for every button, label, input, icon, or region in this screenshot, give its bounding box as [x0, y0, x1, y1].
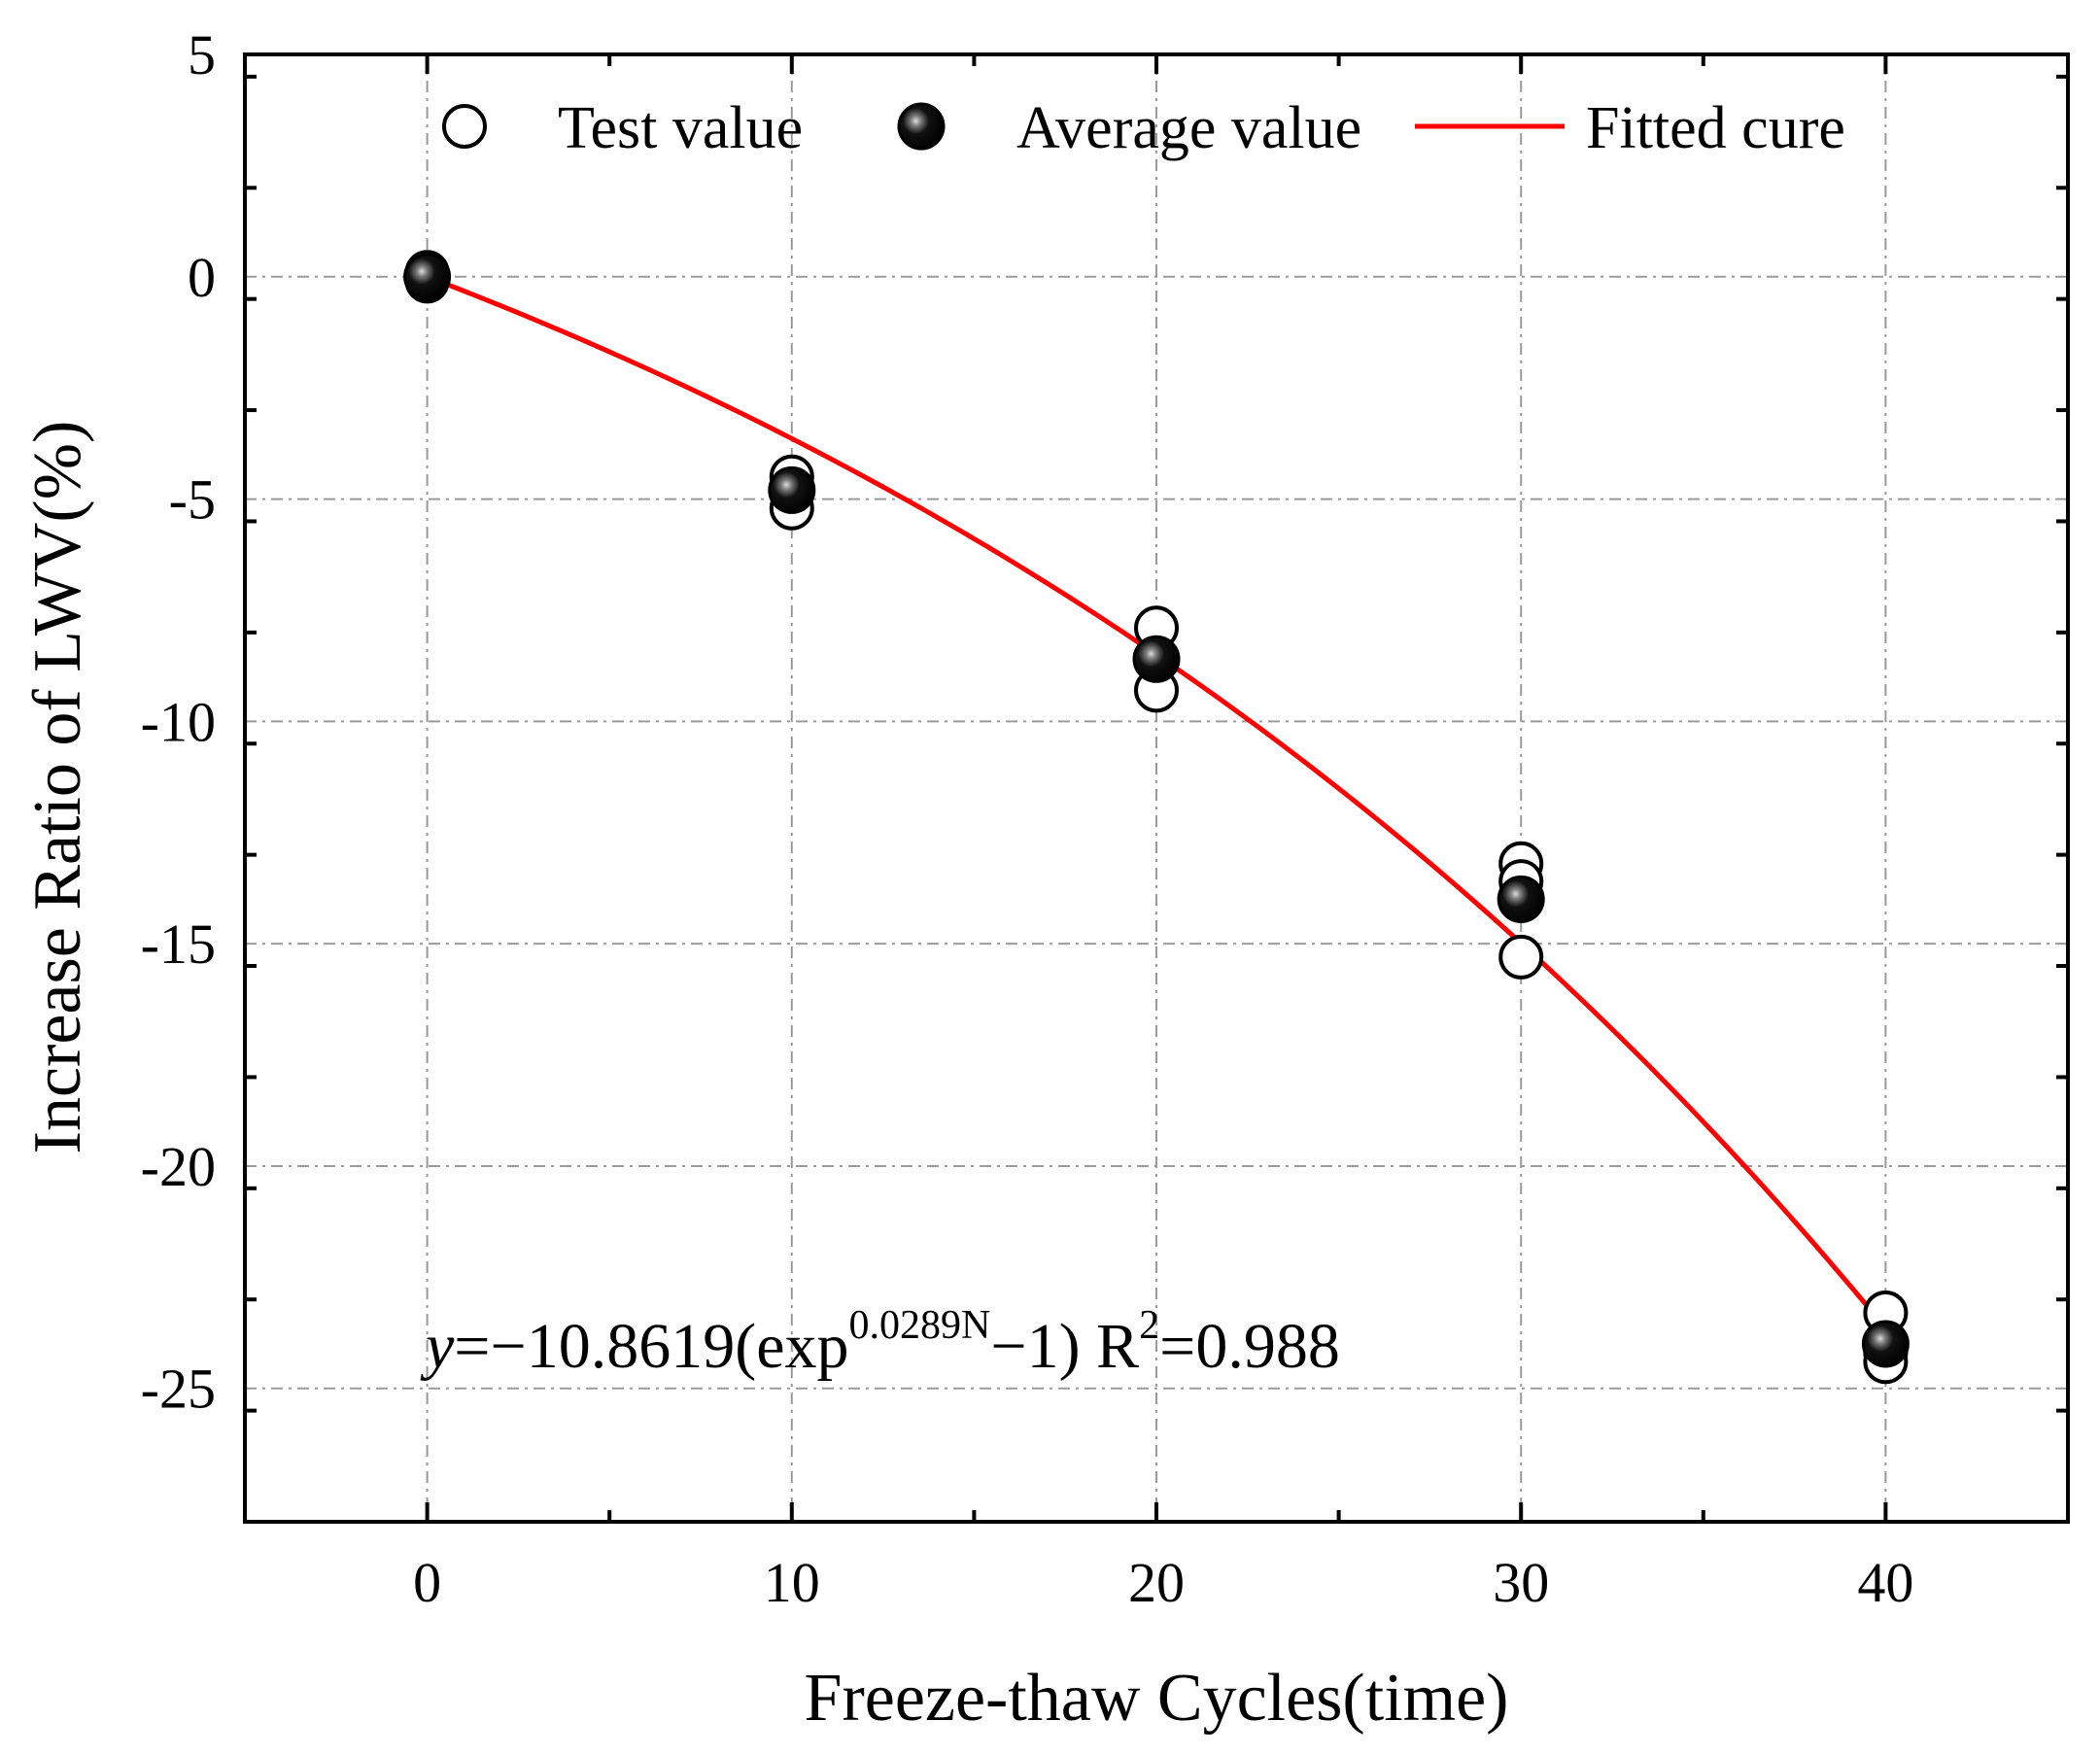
y-tick-label: -5: [169, 468, 216, 532]
axis-ticks: [245, 54, 2068, 1522]
x-tick-label: 0: [413, 1551, 441, 1614]
test-value-point: [1498, 934, 1544, 980]
average-value-point: [1497, 875, 1545, 923]
y-tick-label: 0: [188, 246, 216, 309]
y-tick-labels: 5 0 -5 -10 -15 -20 -25: [141, 23, 216, 1421]
y-axis-title: Increase Ratio of LWV(%): [20, 421, 95, 1154]
x-axis-title: Freeze-thaw Cycles(time): [805, 1661, 1509, 1736]
fit-equation-tail: −1) R: [990, 1311, 1139, 1382]
y-tick-label: -15: [141, 912, 216, 976]
legend-test-value-label: Test value: [558, 95, 803, 161]
x-tick-label: 30: [1493, 1551, 1549, 1614]
legend-fitted-cure-label: Fitted cure: [1586, 95, 1845, 161]
average-value-point: [1132, 635, 1181, 683]
y-tick-label: -25: [141, 1358, 216, 1421]
y-tick-label: 5: [188, 23, 216, 86]
fit-equation-r2-value: =0.988: [1159, 1311, 1340, 1382]
average-value-points: [403, 253, 1910, 1368]
y-tick-label: -20: [141, 1135, 216, 1198]
legend-average-value-marker: [897, 102, 946, 151]
fit-equation-r2-super: 2: [1139, 1303, 1159, 1348]
legend: Test value Average value Fitted cure: [442, 95, 1845, 161]
y-tick-label: -10: [141, 690, 216, 753]
x-tick-label: 20: [1128, 1551, 1185, 1614]
average-value-point: [403, 253, 452, 301]
x-tick-label: 10: [764, 1551, 820, 1614]
x-tick-labels: 0 10 20 30 40: [413, 1551, 1913, 1614]
legend-average-value-label: Average value: [1016, 95, 1361, 161]
legend-test-value-marker: [442, 104, 487, 149]
average-value-point: [1861, 1320, 1910, 1368]
average-value-point: [768, 465, 816, 514]
fit-equation: y=−10.8619(exp0.0289N−1) R2=0.988: [420, 1303, 1340, 1382]
fit-equation-exponent: 0.0289N: [849, 1303, 991, 1348]
fit-equation-y: y: [420, 1311, 455, 1382]
x-tick-label: 40: [1857, 1551, 1913, 1614]
fit-equation-main: =−10.8619(exp: [454, 1311, 848, 1382]
